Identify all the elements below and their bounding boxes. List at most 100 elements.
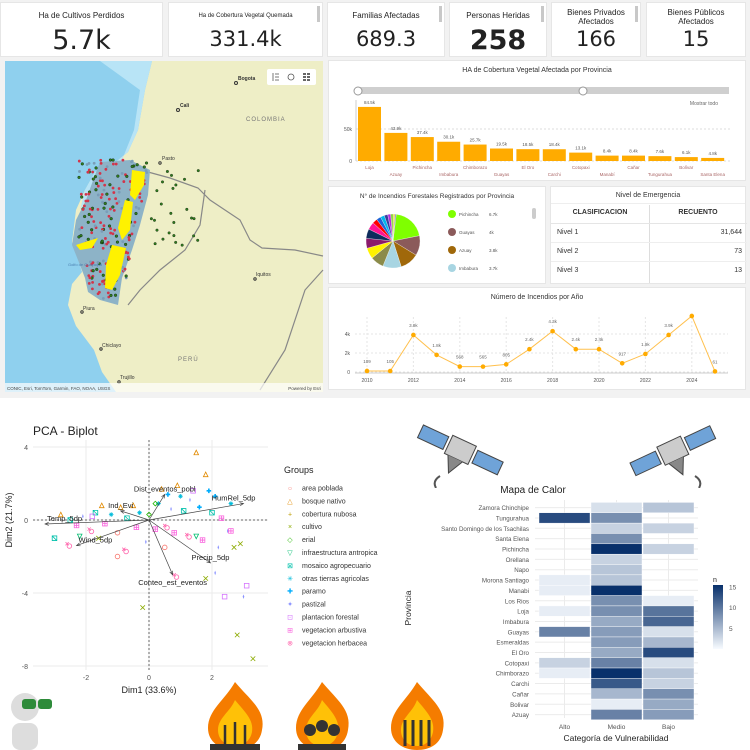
legend-swatch[interactable] [448,246,456,254]
fire-point [113,293,118,297]
heatmap-cell[interactable] [590,626,643,638]
heatmap-cell[interactable] [642,595,695,607]
heatmap-cell[interactable] [642,616,695,627]
header-clasificacion[interactable]: CLASIFICACION [572,209,628,216]
heatmap-cell[interactable] [590,502,643,513]
heatmap-cell[interactable] [642,698,695,710]
heatmap-cell[interactable] [590,533,643,545]
data-point[interactable] [527,346,532,352]
data-point[interactable] [503,362,509,367]
heatmap-cell[interactable] [590,667,643,679]
pie-slice[interactable] [392,213,397,242]
heatmap-cell[interactable] [642,502,695,513]
show-all-button[interactable]: Mostrar todo [690,101,718,107]
bar[interactable] [410,137,434,161]
legend-swatch[interactable] [448,264,456,272]
heatmap-cell[interactable] [642,709,695,720]
heatmap-cell[interactable] [642,605,695,617]
heatmap-cell[interactable] [590,709,643,720]
legend-icon[interactable] [272,73,279,81]
heatmap-cell[interactable] [590,657,643,669]
heatmap-cell[interactable] [642,647,695,658]
header-recuento[interactable]: RECUENTO [678,209,718,216]
scrollbar[interactable] [635,6,638,22]
fire-point [87,281,91,285]
legend-swatch[interactable] [448,228,456,236]
heatmap-cell[interactable] [538,512,591,524]
heatmap-cell[interactable] [538,574,591,586]
data-point[interactable] [364,368,370,374]
heatmap-cell[interactable] [590,574,643,586]
data-point[interactable] [689,313,695,319]
heatmap-cell[interactable] [590,698,643,710]
bar[interactable] [674,157,698,161]
data-point[interactable] [666,332,671,338]
heatmap-cell[interactable] [590,553,643,565]
heatmap-cell[interactable] [642,626,695,638]
bar[interactable] [701,157,725,161]
grid-icon[interactable] [303,73,310,81]
bar[interactable] [358,106,381,161]
bar[interactable] [384,132,408,161]
data-point[interactable] [480,364,486,369]
heatmap-cell[interactable] [590,564,643,576]
heatmap-cell[interactable] [590,647,643,658]
range-handle-left[interactable] [353,86,363,96]
data-point[interactable] [387,368,393,374]
heatmap-cell[interactable] [642,657,695,669]
data-point[interactable] [619,360,625,366]
heatmap-cell[interactable] [538,585,591,596]
bar[interactable] [516,149,540,161]
data-point[interactable] [596,346,602,352]
bar[interactable] [595,155,619,161]
data-point[interactable] [550,328,555,334]
scrollbar[interactable] [317,6,320,22]
bar[interactable] [490,148,513,161]
data-point[interactable] [411,332,416,338]
range-slider[interactable] [357,87,729,94]
fire-map[interactable]: Bogota Cali COLOMBIA Pasto Golfo de Guay… [0,60,330,395]
heatmap-cell[interactable] [642,522,695,534]
heatmap-cell[interactable] [590,512,643,524]
legend-scrollbar[interactable] [532,208,536,219]
heatmap-cell[interactable] [590,616,643,627]
heatmap-cell[interactable] [538,667,591,679]
heatmap-cell[interactable] [538,605,591,617]
powered-by-esri[interactable]: Powered by Esri [288,386,321,391]
bar[interactable] [542,149,566,161]
heatmap-cell[interactable] [642,543,695,555]
bar[interactable] [569,152,593,161]
bar[interactable] [463,144,487,161]
data-point[interactable] [643,351,648,357]
bar[interactable] [648,156,672,161]
heatmap-cell[interactable] [538,657,591,669]
heatmap-cell[interactable] [590,522,643,534]
bar[interactable] [437,141,461,161]
heatmap-cell[interactable] [590,585,643,596]
data-point[interactable] [434,352,439,358]
data-point[interactable] [712,369,718,374]
table-cell: 13 [734,267,742,274]
bar[interactable] [622,155,645,161]
heatmap-cell[interactable] [538,626,591,638]
basemap-icon[interactable] [287,73,295,81]
heatmap-cell[interactable] [642,636,695,648]
heatmap-cell[interactable] [590,678,643,689]
scrollbar[interactable] [541,6,544,22]
data-point[interactable] [457,364,463,369]
scrollbar[interactable] [439,6,442,22]
heatmap-cell[interactable] [642,678,695,689]
heatmap-cell[interactable] [642,667,695,679]
arrow-label: Precip_5dp [191,553,229,562]
heatmap-cell[interactable] [590,636,643,648]
data-point [189,497,191,503]
heatmap-cell[interactable] [590,688,643,700]
data-point[interactable] [573,346,579,352]
range-handle-right[interactable] [578,86,588,96]
heatmap-cell[interactable] [642,688,695,700]
legend-swatch[interactable] [448,210,456,218]
heatmap-cell[interactable] [590,595,643,607]
heatmap-cell[interactable] [590,543,643,555]
heatmap-cell[interactable] [590,605,643,617]
data-label: 105 [386,359,394,364]
